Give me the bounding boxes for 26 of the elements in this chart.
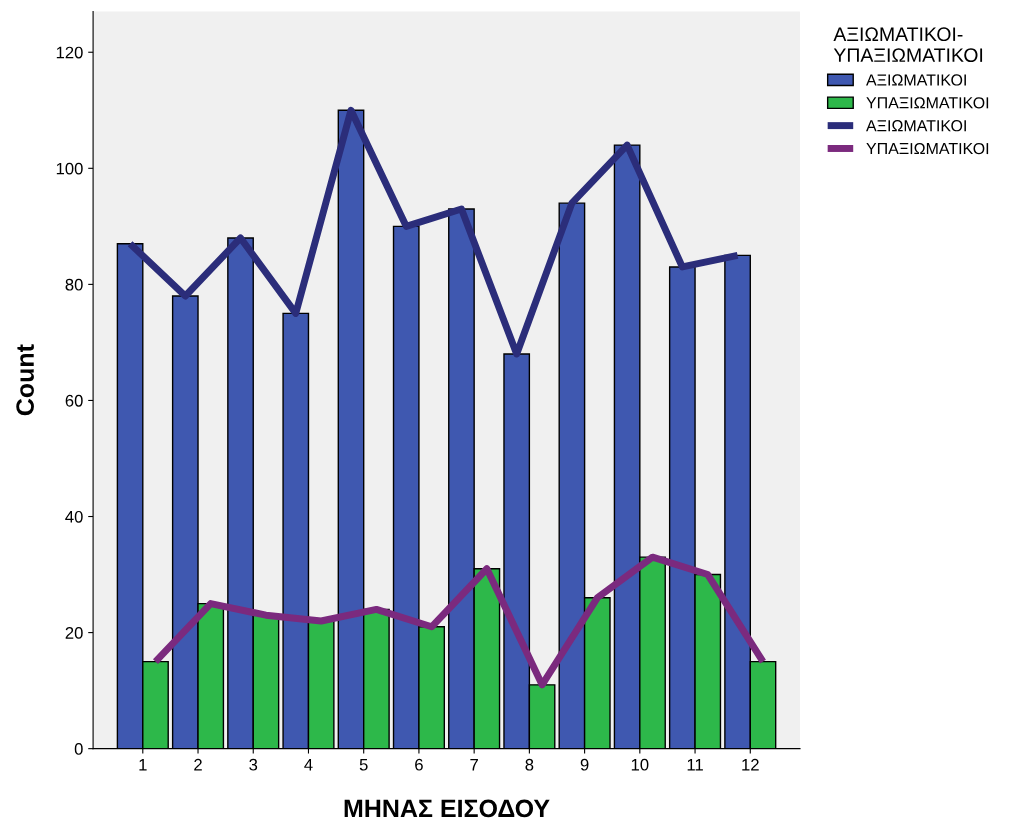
x-tick-label: 9 (580, 758, 589, 771)
x-tick-label: 10 (631, 758, 649, 771)
y-tick-label: 0 (74, 743, 83, 755)
y-tick-label: 40 (65, 510, 83, 523)
x-axis-title: ΜΗΝΑΣ ΕΙΣΟΔΟΥ (344, 799, 550, 818)
legend-label: ΑΞΙΩΜΑΤΙΚΟΙ (866, 120, 966, 132)
x-tick-label: 7 (470, 758, 478, 771)
legend-title: ΑΞΙΩΜΑΤΙΚΟΙ-ΥΠΑΞΙΩΜΑΤΙΚΟΙ (833, 27, 983, 63)
y-tick-label: 100 (56, 162, 83, 175)
legend-label: ΥΠΑΞΙΩΜΑΤΙΚΟΙ (866, 142, 989, 155)
x-tick-label: 5 (359, 758, 368, 771)
x-tick-label: 11 (687, 758, 703, 771)
y-tick-label: 80 (65, 278, 83, 291)
x-tick-label: 12 (742, 758, 759, 771)
legend-label: ΑΞΙΩΜΑΤΙΚΟΙ (866, 74, 966, 86)
x-tick-label: 3 (249, 758, 258, 771)
y-axis-title: Count (16, 344, 34, 416)
x-tick-label: 4 (304, 758, 313, 771)
y-tick-label: 20 (65, 626, 83, 639)
x-tick-label: 2 (194, 758, 202, 771)
y-tick-label: 120 (56, 46, 83, 59)
x-tick-label: 1 (139, 758, 147, 771)
legend-label: ΥΠΑΞΙΩΜΑΤΙΚΟΙ (866, 97, 989, 109)
x-tick-label: 8 (525, 758, 534, 771)
y-tick-label: 60 (65, 394, 83, 407)
x-tick-label: 6 (415, 758, 423, 771)
